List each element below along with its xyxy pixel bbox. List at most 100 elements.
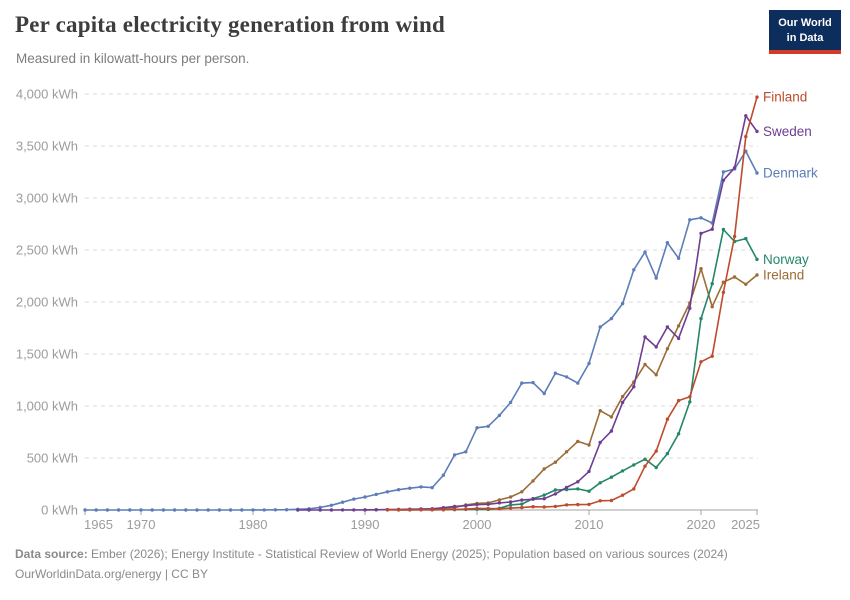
series-point-denmark <box>441 473 446 477</box>
series-label-finland[interactable]: Finland <box>763 90 807 105</box>
series-point-denmark <box>643 250 647 254</box>
series-point-finland <box>564 503 569 507</box>
series-point-denmark <box>150 508 154 512</box>
series-point-denmark <box>318 505 322 510</box>
series-point-norway <box>676 432 681 436</box>
series-point-ireland <box>654 373 658 377</box>
series-point-finland <box>732 234 737 239</box>
series-point-denmark <box>609 316 614 321</box>
x-axis-tick-label: 1980 <box>239 517 268 532</box>
owid-logo-line2: in Data <box>786 31 824 44</box>
series-line-norway <box>397 228 758 511</box>
series-point-finland <box>665 417 670 421</box>
series-point-norway <box>688 400 692 404</box>
series-point-denmark <box>184 508 188 512</box>
series-point-sweden <box>654 345 658 349</box>
series-point-finland <box>408 508 412 512</box>
license-line[interactable]: OurWorldinData.org/energy | CC BY <box>15 564 837 584</box>
series-point-denmark <box>520 381 524 385</box>
series-point-denmark <box>576 381 580 385</box>
series-point-norway <box>598 481 602 485</box>
series-point-finland <box>609 498 614 503</box>
y-axis-tick-label: 1,500 kWh <box>16 347 78 362</box>
series-point-denmark <box>128 508 132 512</box>
series-point-denmark <box>240 508 244 512</box>
series-point-denmark <box>385 490 390 494</box>
y-axis-tick-label: 1,000 kWh <box>16 399 78 414</box>
series-point-finland <box>654 449 658 453</box>
series-point-denmark <box>553 371 558 375</box>
y-axis-tick-label: 3,000 kWh <box>16 191 78 206</box>
series-point-finland <box>710 354 714 358</box>
series-point-denmark <box>206 508 210 512</box>
series-point-sweden <box>564 485 569 490</box>
series-point-finland <box>396 508 401 512</box>
series-point-finland <box>755 95 759 99</box>
series-point-denmark <box>676 256 681 260</box>
series-label-norway[interactable]: Norway <box>763 252 809 267</box>
series-point-denmark <box>262 508 266 512</box>
series-point-sweden <box>520 498 524 502</box>
series-point-denmark <box>116 508 121 512</box>
series-point-denmark <box>755 171 759 175</box>
y-axis-tick-label: 4,000 kWh <box>16 87 78 102</box>
series-point-norway <box>710 282 714 286</box>
series-point-denmark <box>620 301 625 306</box>
series-point-denmark <box>587 361 591 366</box>
series-line-ireland <box>364 267 758 511</box>
series-point-norway <box>744 236 748 241</box>
series-point-denmark <box>161 508 166 512</box>
series-point-norway <box>553 488 558 492</box>
series-label-denmark[interactable]: Denmark <box>763 166 818 181</box>
owid-url-link[interactable]: OurWorldinData.org/energy | CC BY <box>15 567 208 581</box>
series-point-ireland <box>710 305 714 309</box>
y-axis-tick-label: 2,500 kWh <box>16 243 78 258</box>
series-label-ireland[interactable]: Ireland <box>763 267 804 282</box>
chart-subtitle: Measured in kilowatt-hours per person. <box>16 51 250 66</box>
series-point-ireland <box>497 498 502 502</box>
series-point-sweden <box>587 469 591 474</box>
page-title: Per capita electricity generation from w… <box>15 12 445 37</box>
series-point-sweden <box>732 166 737 170</box>
series-point-sweden <box>307 508 311 512</box>
series-point-ireland <box>732 275 737 279</box>
series-point-sweden <box>553 492 558 496</box>
series-point-sweden <box>296 508 300 512</box>
series-point-sweden <box>531 497 535 501</box>
series-point-denmark <box>688 218 692 222</box>
series-point-sweden <box>620 400 625 405</box>
series-point-ireland <box>676 324 681 328</box>
series-point-finland <box>744 134 748 139</box>
series-point-finland <box>598 499 602 503</box>
series-point-finland <box>385 508 390 512</box>
series-point-ireland <box>542 467 546 471</box>
series-point-finland <box>576 502 580 507</box>
series-point-sweden <box>755 129 759 134</box>
series-point-denmark <box>654 276 658 280</box>
series-point-denmark <box>139 508 143 512</box>
series-point-ireland <box>744 282 748 286</box>
series-point-denmark <box>251 508 255 512</box>
series-point-denmark <box>419 485 423 489</box>
series-point-norway <box>609 475 614 479</box>
series-point-finland <box>676 398 681 403</box>
series-point-denmark <box>721 170 726 174</box>
series-point-sweden <box>329 508 334 512</box>
series-point-sweden <box>665 325 670 329</box>
series-point-sweden <box>374 508 378 512</box>
x-axis-tick-label: 2000 <box>463 517 492 532</box>
series-point-sweden <box>363 508 367 512</box>
series-point-sweden <box>643 335 647 339</box>
series-point-denmark <box>352 497 356 501</box>
series-point-finland <box>553 504 558 509</box>
y-axis-tick-label: 2,000 kWh <box>16 295 78 310</box>
series-point-norway <box>654 465 658 470</box>
series-point-sweden <box>598 440 602 445</box>
series-point-norway <box>755 257 759 262</box>
series-label-sweden[interactable]: Sweden <box>763 124 812 139</box>
y-axis-tick-label: 0 kWh <box>41 503 78 518</box>
series-point-ireland <box>564 450 569 454</box>
series-point-finland <box>486 506 490 511</box>
series-point-norway <box>542 493 546 497</box>
